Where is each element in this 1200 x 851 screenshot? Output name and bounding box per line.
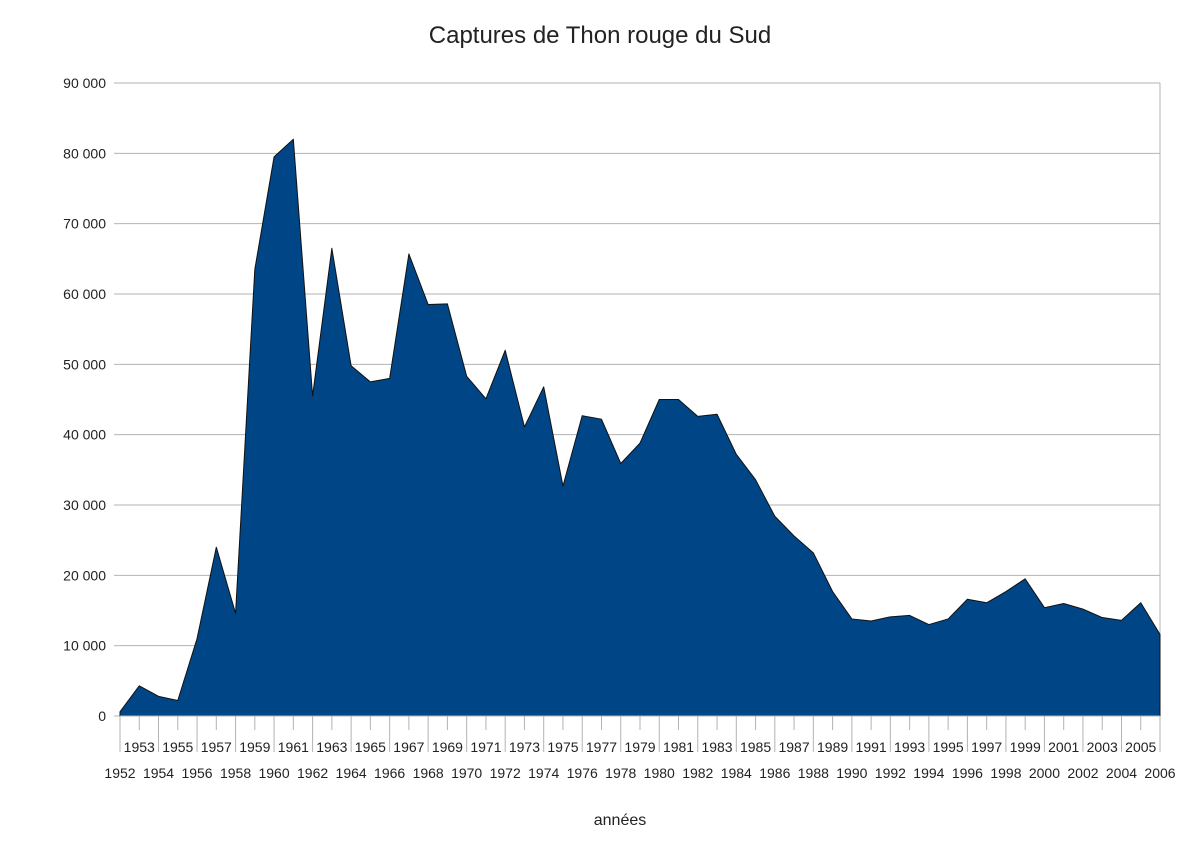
x-tick-label: 1994 — [913, 765, 944, 781]
x-tick-label: 1998 — [990, 765, 1021, 781]
y-tick-label: 40 000 — [63, 427, 106, 443]
x-tick-label: 1984 — [721, 765, 752, 781]
x-tick-label: 1989 — [817, 739, 848, 755]
x-tick-label: 1977 — [586, 739, 617, 755]
x-axis: 1952 1953 1954 1955 1956 1957 1958 1959 1960 1961… — [104, 715, 1176, 781]
x-tick-label: 2002 — [1067, 765, 1098, 781]
x-tick-label: 2003 — [1087, 739, 1118, 755]
x-tick-label: 1981 — [663, 739, 694, 755]
x-tick-label: 2001 — [1048, 739, 1079, 755]
y-tick-label: 10 000 — [63, 638, 106, 654]
x-tick-label: 1991 — [856, 739, 887, 755]
x-tick-label: 1962 — [297, 765, 328, 781]
x-tick-label: 1964 — [336, 765, 367, 781]
x-tick-label: 1956 — [181, 765, 212, 781]
x-tick-label: 1988 — [798, 765, 829, 781]
x-tick-label: 1973 — [509, 739, 540, 755]
x-tick-label: 1999 — [1010, 739, 1041, 755]
x-tick-label: 1953 — [124, 739, 155, 755]
x-tick-label: 1957 — [201, 739, 232, 755]
x-tick-label: 1987 — [778, 739, 809, 755]
x-tick-label: 1979 — [624, 739, 655, 755]
y-tick-label: 60 000 — [63, 286, 106, 302]
x-tick-label: 1983 — [701, 739, 732, 755]
x-tick-label: 1970 — [451, 765, 482, 781]
x-tick-label: 1992 — [875, 765, 906, 781]
x-tick-label: 2004 — [1106, 765, 1137, 781]
x-tick-label: 2000 — [1029, 765, 1060, 781]
x-tick-label: 1978 — [605, 765, 636, 781]
x-tick-label: 1986 — [759, 765, 790, 781]
x-axis-label: années — [594, 812, 647, 829]
x-tick-label: 1990 — [836, 765, 867, 781]
x-tick-label: 1954 — [143, 765, 174, 781]
x-tick-label: 1993 — [894, 739, 925, 755]
x-tick-label: 2006 — [1144, 765, 1175, 781]
x-tick-label: 1968 — [413, 765, 444, 781]
x-tick-label: 2005 — [1125, 739, 1156, 755]
y-tick-label: 0 — [98, 708, 106, 724]
y-tick-label: 20 000 — [63, 567, 106, 583]
x-tick-label: 1965 — [355, 739, 386, 755]
x-tick-label: 1997 — [971, 739, 1002, 755]
chart-title: Captures de Thon rouge du Sud — [429, 22, 771, 49]
y-tick-label: 90 000 — [63, 75, 106, 91]
y-tick-label: 30 000 — [63, 497, 106, 513]
series-area — [119, 138, 1161, 717]
x-tick-label: 1985 — [740, 739, 771, 755]
x-tick-label: 1972 — [490, 765, 521, 781]
plot-area — [119, 138, 1161, 717]
x-tick-label: 1976 — [567, 765, 598, 781]
x-tick-label: 1995 — [933, 739, 964, 755]
y-tick-label: 80 000 — [63, 145, 106, 161]
y-tick-label: 50 000 — [63, 356, 106, 372]
x-tick-label: 1961 — [278, 739, 309, 755]
y-tick-label: 70 000 — [63, 216, 106, 232]
x-tick-label: 1963 — [316, 739, 347, 755]
x-tick-label: 1959 — [239, 739, 270, 755]
x-tick-label: 1969 — [432, 739, 463, 755]
x-tick-label: 1960 — [258, 765, 289, 781]
x-tick-label: 1982 — [682, 765, 713, 781]
y-axis: 0 10 000 20 000 30 000 40 000 50 000 60 000 70 … — [63, 75, 120, 724]
x-tick-label: 1952 — [104, 765, 135, 781]
x-tick-label: 1971 — [470, 739, 501, 755]
x-tick-label: 1974 — [528, 765, 559, 781]
x-tick-label: 1955 — [162, 739, 193, 755]
x-tick-label: 1966 — [374, 765, 405, 781]
x-tick-label: 1958 — [220, 765, 251, 781]
x-tick-label: 1967 — [393, 739, 424, 755]
x-tick-label: 1980 — [644, 765, 675, 781]
x-tick-label: 1996 — [952, 765, 983, 781]
x-tick-label: 1975 — [547, 739, 578, 755]
